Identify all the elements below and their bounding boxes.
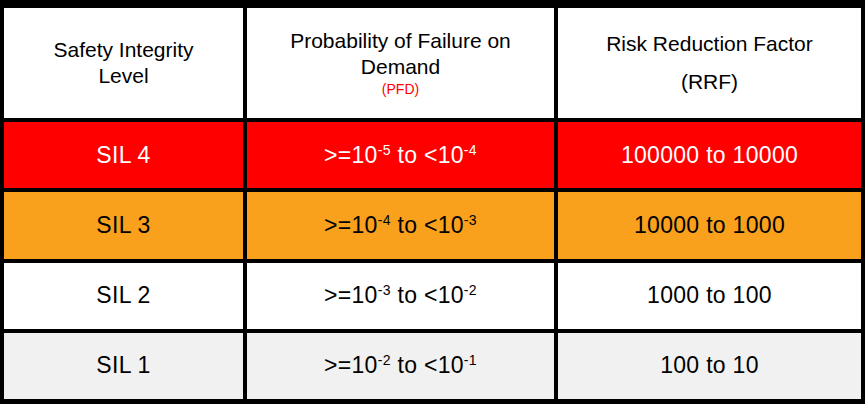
sil-rating-table: Safety Integrity Level Probability of Fa… xyxy=(0,0,865,404)
header-label: Probability of Failure on Demand xyxy=(268,28,533,81)
sil1-rrf-cell: 100 to 10 xyxy=(558,333,861,399)
pfd-range: >=10-3 to <10-2 xyxy=(324,282,477,309)
header-pfd-abbreviation: (PFD) xyxy=(382,81,419,99)
rrf-range: 100 to 10 xyxy=(660,352,759,379)
sil-level-label: SIL 1 xyxy=(96,352,150,379)
rrf-range: 1000 to 100 xyxy=(647,282,772,309)
sil3-rrf-cell: 10000 to 1000 xyxy=(558,192,861,258)
header-risk-reduction-factor: Risk Reduction Factor (RRF) xyxy=(558,8,861,118)
sil4-rrf-cell: 100000 to 10000 xyxy=(558,122,861,188)
header-probability-of-failure: Probability of Failure on Demand (PFD) xyxy=(247,8,554,118)
sil2-level-cell: SIL 2 xyxy=(4,263,243,329)
pfd-range: >=10-4 to <10-3 xyxy=(324,212,477,239)
sil-level-label: SIL 3 xyxy=(96,212,150,239)
rrf-range: 100000 to 10000 xyxy=(621,142,798,169)
header-rrf-abbreviation: (RRF) xyxy=(681,69,738,95)
sil-level-label: SIL 4 xyxy=(96,142,150,169)
sil2-pfd-cell: >=10-3 to <10-2 xyxy=(247,263,554,329)
sil1-pfd-cell: >=10-2 to <10-1 xyxy=(247,333,554,399)
sil-level-label: SIL 2 xyxy=(96,282,150,309)
header-safety-integrity-level: Safety Integrity Level xyxy=(4,8,243,118)
sil3-level-cell: SIL 3 xyxy=(4,192,243,258)
sil1-level-cell: SIL 1 xyxy=(4,333,243,399)
header-label: Risk Reduction Factor xyxy=(606,31,813,57)
sil4-pfd-cell: >=10-5 to <10-4 xyxy=(247,122,554,188)
pfd-range: >=10-5 to <10-4 xyxy=(324,142,477,169)
sil3-pfd-cell: >=10-4 to <10-3 xyxy=(247,192,554,258)
rrf-range: 10000 to 1000 xyxy=(634,212,785,239)
sil4-level-cell: SIL 4 xyxy=(4,122,243,188)
pfd-range: >=10-2 to <10-1 xyxy=(324,352,477,379)
header-label: Safety Integrity Level xyxy=(36,37,211,90)
sil2-rrf-cell: 1000 to 100 xyxy=(558,263,861,329)
